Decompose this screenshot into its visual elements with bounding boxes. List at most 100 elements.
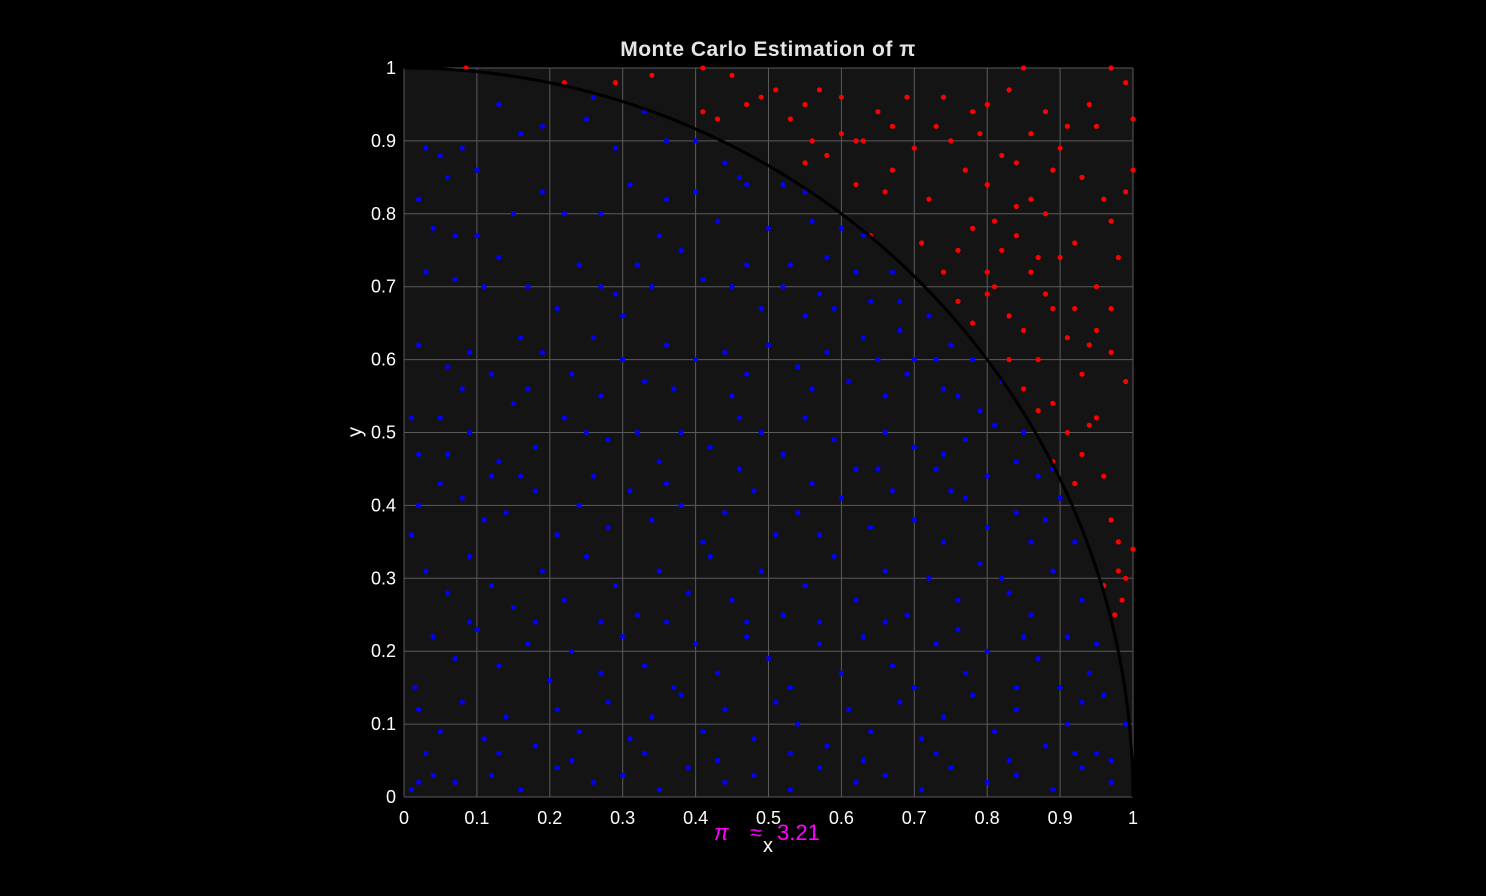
y-tick-label: 0.5 xyxy=(371,423,396,443)
outside-point xyxy=(1123,575,1129,581)
inside-point xyxy=(1013,685,1020,691)
y-tick-labels: 0 0.1 0.2 0.3 0.4 0.5 0.6 0.7 0.8 0.9 1 xyxy=(371,58,396,807)
chart-title: Monte Carlo Estimation of π xyxy=(620,38,916,61)
inside-point xyxy=(693,357,699,363)
inside-point xyxy=(612,291,619,297)
quarter-circle-curve xyxy=(403,66,1135,798)
inside-point xyxy=(437,728,443,735)
inside-point xyxy=(459,386,465,392)
inside-point xyxy=(1013,510,1020,516)
inside-point xyxy=(649,714,655,720)
inside-point xyxy=(919,787,925,793)
inside-point xyxy=(525,284,531,290)
inside-point xyxy=(875,357,881,363)
inside-point xyxy=(729,284,735,290)
outside-point xyxy=(1035,254,1041,261)
inside-point xyxy=(904,371,910,377)
inside-point xyxy=(416,342,422,348)
inside-point xyxy=(787,685,794,691)
inside-point xyxy=(765,225,772,231)
inside-point xyxy=(1050,787,1056,793)
inside-point xyxy=(897,327,903,333)
inside-point xyxy=(824,743,830,749)
outside-point xyxy=(1072,240,1078,246)
outside-point xyxy=(1123,80,1129,86)
inside-point xyxy=(795,510,801,516)
inside-point xyxy=(423,145,429,151)
y-tick-label: 0.4 xyxy=(371,495,396,515)
x-axis-label: x xyxy=(763,835,773,857)
inside-point xyxy=(1035,473,1041,479)
inside-point xyxy=(590,335,597,341)
outside-point xyxy=(816,87,823,93)
inside-point xyxy=(1013,459,1020,465)
inside-point xyxy=(853,597,859,603)
outside-point xyxy=(1006,87,1012,93)
inside-point xyxy=(1064,721,1070,727)
outside-point xyxy=(1079,174,1085,180)
inside-point xyxy=(940,714,947,720)
inside-point xyxy=(554,306,560,312)
inside-point xyxy=(678,502,684,508)
inside-point xyxy=(452,655,458,662)
x-tick-label: 0.1 xyxy=(464,808,489,828)
inside-point xyxy=(984,648,990,654)
inside-point xyxy=(860,335,866,341)
inside-point xyxy=(1101,692,1107,698)
inside-point xyxy=(430,225,436,231)
inside-point xyxy=(882,772,888,778)
inside-point xyxy=(496,750,502,756)
inside-point xyxy=(897,298,903,304)
inside-point xyxy=(642,750,648,756)
inside-point xyxy=(846,378,852,385)
inside-point xyxy=(809,480,815,487)
inside-point xyxy=(467,553,473,560)
outside-point xyxy=(904,94,910,100)
inside-point xyxy=(620,634,626,640)
inside-point xyxy=(525,641,531,647)
outside-point xyxy=(1064,335,1070,341)
outside-point xyxy=(773,87,779,93)
inside-point xyxy=(605,524,611,530)
inside-point xyxy=(707,444,713,450)
outside-point xyxy=(926,196,932,202)
inside-point xyxy=(693,138,699,144)
inside-point xyxy=(605,437,611,443)
inside-point xyxy=(751,772,757,778)
inside-point xyxy=(649,284,655,290)
outside-point xyxy=(948,138,954,144)
outside-point xyxy=(977,131,983,137)
inside-point xyxy=(700,276,706,282)
inside-point xyxy=(787,787,794,793)
approx-symbol: ≈ xyxy=(750,820,762,845)
inside-point xyxy=(1057,685,1063,691)
outside-point xyxy=(1006,357,1012,363)
inside-point xyxy=(984,473,990,479)
inside-point xyxy=(1108,779,1114,786)
inside-point xyxy=(744,619,750,625)
inside-point xyxy=(467,429,473,436)
x-tick-label: 0.3 xyxy=(610,808,635,828)
inside-point xyxy=(1021,429,1027,436)
inside-point xyxy=(1028,612,1034,618)
inside-point xyxy=(970,357,976,363)
y-tick-label: 0.6 xyxy=(371,350,396,370)
inside-point xyxy=(1086,670,1092,676)
inside-point xyxy=(467,619,473,625)
x-tick-label: 1 xyxy=(1128,808,1138,828)
inside-point xyxy=(744,262,750,268)
inside-point xyxy=(510,400,516,406)
inside-point xyxy=(496,459,502,465)
inside-point xyxy=(416,451,422,457)
inside-point xyxy=(948,765,954,771)
inside-point xyxy=(481,736,487,742)
inside-point xyxy=(816,619,823,625)
inside-point xyxy=(656,568,662,574)
inside-point xyxy=(853,466,859,472)
x-tick-label: 0.7 xyxy=(902,808,927,828)
inside-point xyxy=(598,393,604,399)
inside-point xyxy=(452,233,458,239)
outside-point xyxy=(1112,612,1118,618)
inside-point xyxy=(780,612,786,618)
